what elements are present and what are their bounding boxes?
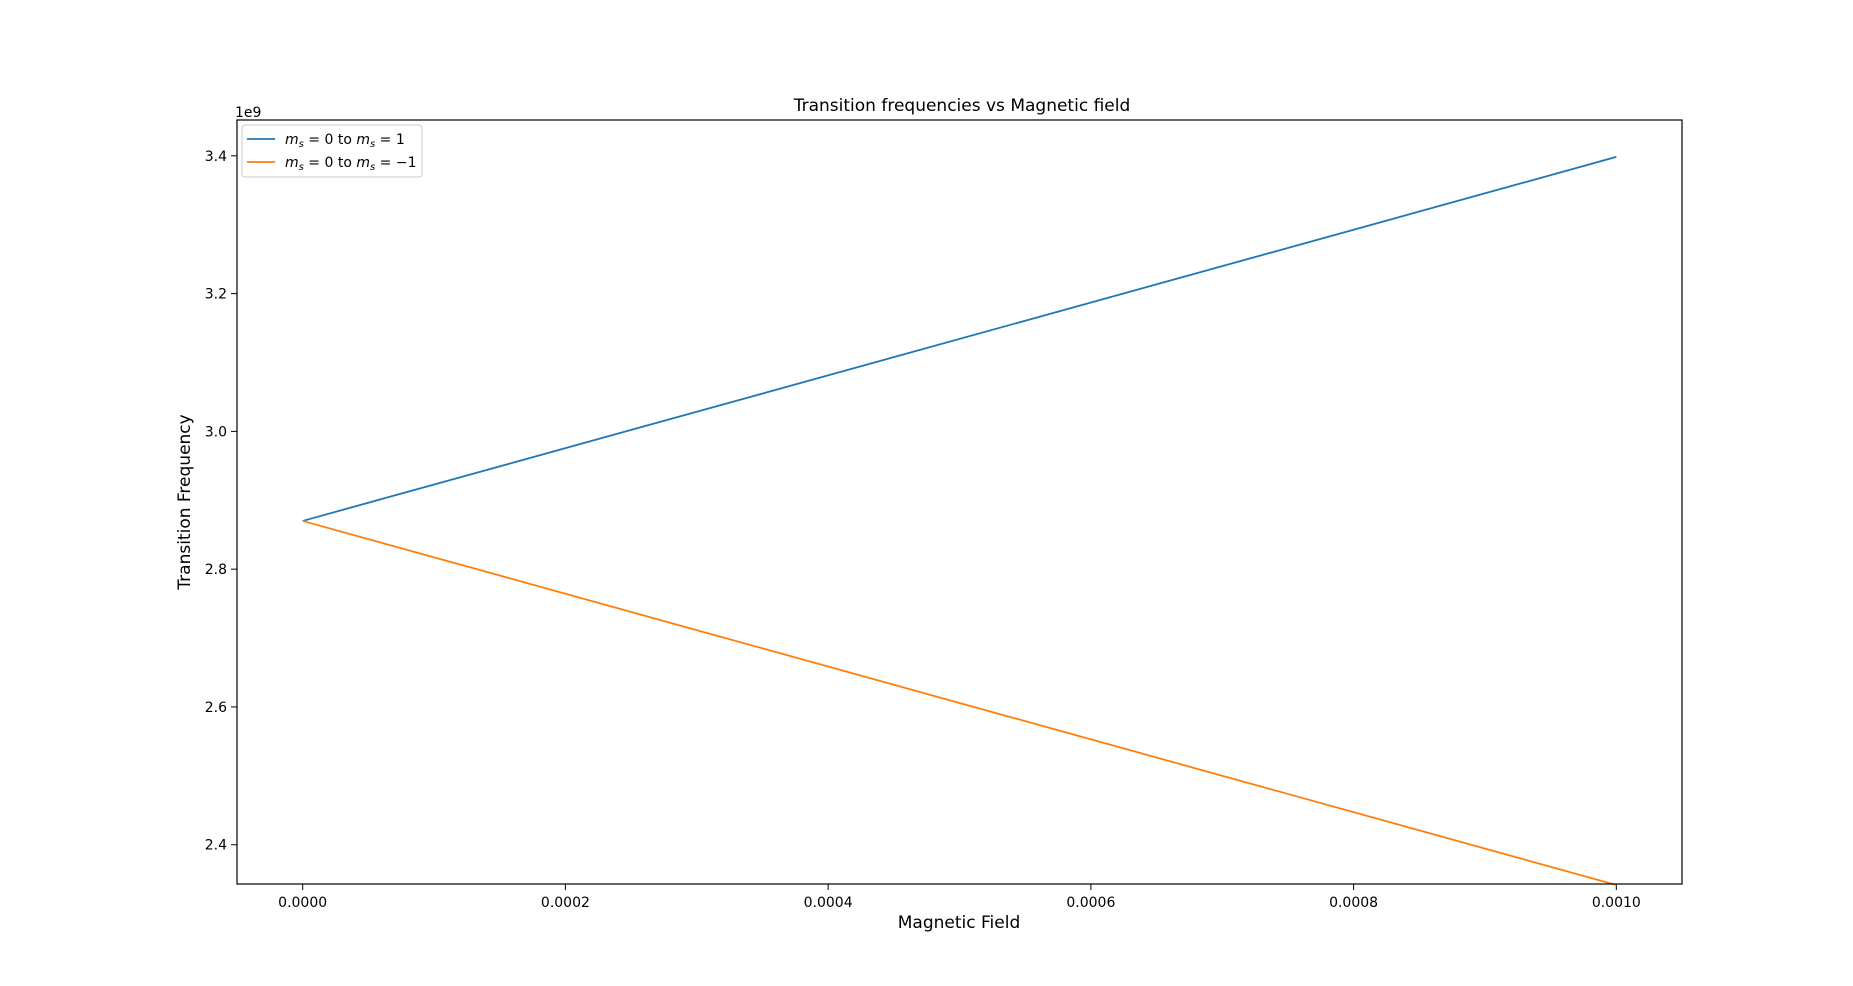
series-lines — [302, 156, 1617, 886]
x-tick-label: 0.0002 — [541, 895, 590, 911]
chart-title: Transition frequencies vs Magnetic field — [793, 96, 1131, 116]
x-axis-label: Magnetic Field — [898, 913, 1021, 933]
y-tick-label: 2.4 — [205, 838, 227, 854]
y-tick-label: 2.8 — [205, 562, 227, 578]
legend-label-ms-plus-one: ms = 0 to ms = 1 — [285, 132, 405, 150]
y-offset-label: 1e9 — [235, 105, 261, 121]
x-tick-label: 0.0010 — [1592, 895, 1641, 911]
x-axis-ticks: 0.0000 0.0002 0.0004 0.0006 0.0008 0.0010 — [278, 884, 1641, 911]
legend-label-ms-minus-one: ms = 0 to ms = −1 — [285, 155, 417, 173]
y-axis-ticks: 2.4 2.6 2.8 3.0 3.2 3.4 — [205, 149, 237, 854]
plot-area-frame — [236, 119, 1683, 885]
x-tick-label: 0.0004 — [804, 895, 853, 911]
y-tick-label: 3.2 — [205, 287, 227, 303]
series-line-1 — [302, 520, 1617, 886]
y-tick-label: 3.4 — [205, 149, 227, 165]
legend-frame — [241, 124, 423, 178]
y-axis-label: Transition Frequency — [175, 414, 195, 590]
y-tick-label: 3.0 — [205, 424, 227, 440]
y-tick-label: 2.6 — [205, 700, 227, 716]
x-tick-label: 0.0008 — [1329, 895, 1378, 911]
legend: ms = 0 to ms = 1 ms = 0 to ms = −1 — [241, 124, 423, 178]
x-tick-label: 0.0006 — [1066, 895, 1115, 911]
x-tick-label: 0.0000 — [278, 895, 327, 911]
series-line-0 — [302, 156, 1617, 522]
